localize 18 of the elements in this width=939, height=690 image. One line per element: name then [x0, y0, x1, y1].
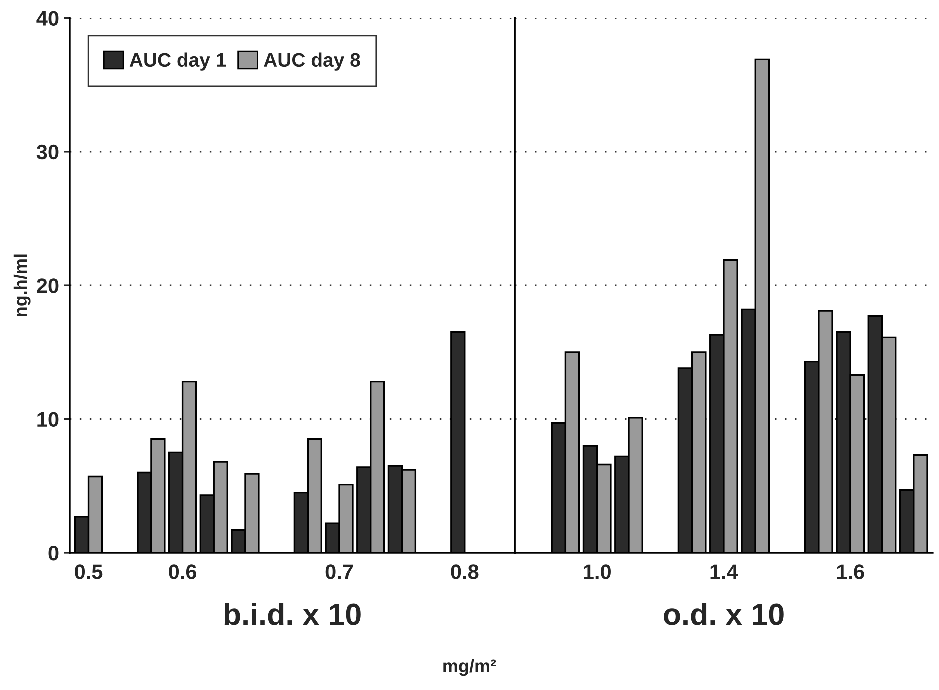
legend-label: AUC day 1 — [130, 52, 226, 71]
y-tick-label: 20 — [37, 278, 59, 294]
text: mg/m² — [444, 659, 496, 676]
y-axis-title: ng.h/ml — [14, 254, 31, 316]
x-tick-label: 1.4 — [710, 564, 738, 580]
x-tick-label: 1.6 — [837, 564, 864, 580]
y-tick-label: 10 — [38, 412, 59, 428]
x-axis-title: o.d. x 10 — [664, 602, 784, 626]
x-tick-label: 0.8 — [451, 564, 479, 580]
x-tick-label: 1.0 — [584, 564, 611, 580]
x-tick-label: 0.7 — [326, 564, 354, 580]
x-tick-label: 0.5 — [75, 564, 103, 580]
legend-label: AUC day 8 — [264, 52, 360, 71]
x-tick-label: 0.6 — [169, 564, 197, 580]
y-tick-label: 40 — [36, 11, 59, 26]
y-tick-label: 30 — [36, 144, 59, 160]
y-tick-label: 0 — [48, 546, 59, 561]
x-axis-title: b.i.d. x 10 — [224, 602, 361, 626]
